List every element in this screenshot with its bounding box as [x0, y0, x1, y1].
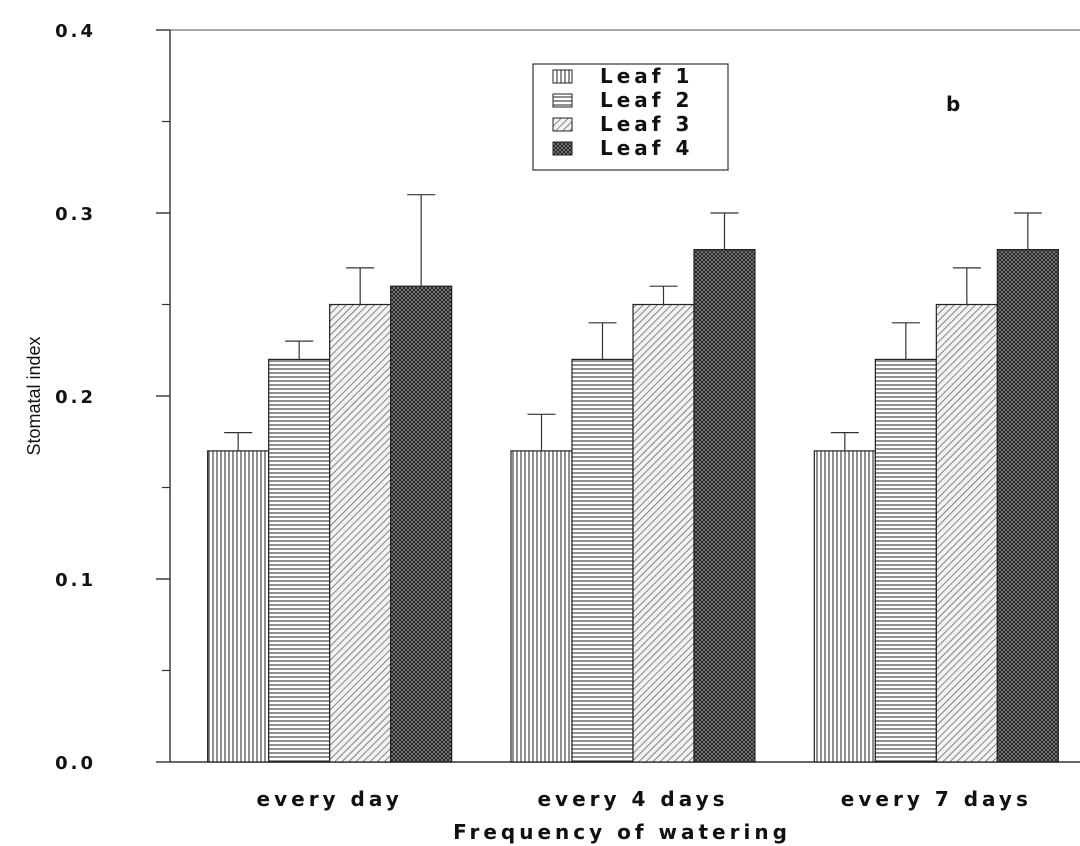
bar-leaf-4-2 [996, 249, 1059, 763]
x-axis-title: Frequency of watering [453, 820, 791, 844]
legend-swatch [552, 117, 573, 132]
bar-leaf-2-1 [571, 358, 634, 763]
x-category-label: every 7 days [841, 787, 1032, 811]
y-tick-label: 0.1 [55, 570, 96, 591]
y-tick-label: 0.2 [55, 387, 96, 408]
x-category-label: every 4 days [537, 787, 728, 811]
bar-leaf-2-2 [874, 358, 937, 763]
y-ticks: 0.0 0.1 0.2 0.3 0.4 [55, 21, 170, 774]
legend-swatch [552, 141, 573, 156]
bar-leaf-3-2 [935, 303, 998, 763]
bar-leaf-1-1 [510, 450, 573, 763]
bar-leaf-3-0 [329, 303, 392, 763]
bar-leaf-1-2 [813, 450, 876, 763]
legend-label: Leaf 3 [600, 112, 693, 136]
bar-leaf-4-1 [693, 249, 756, 763]
y-axis-title: Stomatal index [24, 336, 44, 455]
x-category-labels: every day every 4 days every 7 days [257, 787, 1032, 811]
legend-swatch [552, 93, 573, 108]
bar-leaf-1-0 [207, 450, 270, 763]
y-tick-label: 0.3 [55, 204, 96, 225]
bars [207, 194, 1059, 763]
bar-leaf-4-0 [390, 285, 453, 763]
legend-label: Leaf 2 [600, 88, 693, 112]
bar-leaf-2-0 [268, 358, 331, 763]
y-tick-label: 0.4 [55, 21, 96, 42]
panel-label: b [946, 92, 960, 116]
legend-label: Leaf 4 [600, 136, 693, 160]
legend-label: Leaf 1 [600, 64, 693, 88]
y-tick-label: 0.0 [55, 753, 96, 774]
legend-swatch [552, 69, 573, 84]
x-category-label: every day [257, 787, 403, 811]
bar-leaf-3-1 [632, 303, 695, 763]
